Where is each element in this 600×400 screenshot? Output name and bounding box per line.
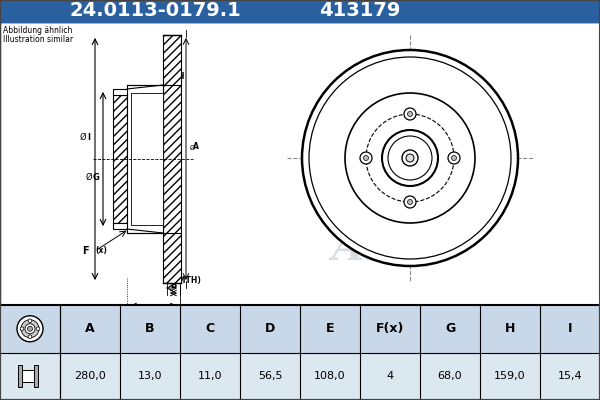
Text: C (MTH): C (MTH) (166, 276, 201, 285)
Circle shape (20, 327, 24, 330)
Circle shape (28, 335, 32, 338)
Text: Ø: Ø (80, 132, 86, 142)
Text: Ø: Ø (86, 172, 92, 182)
Text: Ø: Ø (175, 74, 179, 80)
Text: F: F (82, 246, 89, 256)
Text: Illustration similar: Illustration similar (3, 35, 73, 44)
Bar (113, 89, 141, 95)
Text: E: E (169, 94, 175, 103)
Bar (0, 305, 600, 400)
Bar (113, 223, 141, 229)
Circle shape (406, 154, 414, 162)
Circle shape (407, 200, 413, 204)
Bar (131, 93, 163, 225)
Text: C: C (205, 322, 215, 335)
Bar (34, 365, 38, 387)
Text: 15,4: 15,4 (557, 371, 583, 381)
Circle shape (345, 93, 475, 223)
Text: 413179: 413179 (319, 2, 401, 20)
Bar (113, 95, 127, 223)
Bar (60, 352, 600, 400)
Circle shape (36, 327, 40, 330)
Circle shape (21, 320, 39, 338)
Text: D: D (265, 322, 275, 335)
Text: A: A (193, 142, 199, 151)
Text: F(x): F(x) (376, 322, 404, 335)
Text: I: I (88, 132, 91, 142)
Circle shape (17, 316, 43, 342)
Text: E: E (326, 322, 334, 335)
Bar (0, 22, 600, 305)
Text: Ø: Ø (166, 97, 172, 103)
Circle shape (364, 156, 368, 160)
Bar (22, 370, 34, 382)
Text: I: I (568, 322, 572, 335)
Text: Abbildung ähnlich: Abbildung ähnlich (3, 26, 73, 35)
Text: G: G (445, 322, 455, 335)
Text: 108,0: 108,0 (314, 371, 346, 381)
Text: 13,0: 13,0 (138, 371, 162, 381)
Circle shape (388, 136, 432, 180)
Circle shape (448, 152, 460, 164)
Circle shape (382, 130, 438, 186)
Text: ®: ® (392, 245, 404, 258)
Circle shape (302, 50, 518, 266)
Text: B: B (170, 281, 176, 290)
Text: G: G (92, 172, 100, 182)
Text: A: A (85, 322, 95, 335)
Text: 4: 4 (386, 371, 394, 381)
Bar (0, 305, 600, 400)
Bar (0, 352, 60, 400)
Text: Ate: Ate (331, 227, 409, 269)
Text: B: B (145, 322, 155, 335)
Text: 68,0: 68,0 (437, 371, 463, 381)
Text: 280,0: 280,0 (74, 371, 106, 381)
Circle shape (407, 112, 413, 116)
Circle shape (404, 108, 416, 120)
Circle shape (28, 319, 32, 322)
Circle shape (404, 196, 416, 208)
Circle shape (28, 326, 32, 331)
Circle shape (309, 57, 511, 259)
Circle shape (402, 150, 418, 166)
Text: 11,0: 11,0 (198, 371, 222, 381)
Circle shape (25, 324, 35, 334)
Bar (18, 365, 22, 387)
Bar (0, 305, 60, 352)
Text: H: H (505, 322, 515, 335)
Text: 159,0: 159,0 (494, 371, 526, 381)
Circle shape (366, 114, 454, 202)
Text: 24.0113-0179.1: 24.0113-0179.1 (69, 2, 241, 20)
Text: Ø: Ø (190, 145, 194, 151)
Bar (0, 0, 600, 22)
Text: (x): (x) (95, 246, 107, 256)
Bar (127, 85, 163, 233)
Bar (163, 35, 181, 283)
Circle shape (452, 156, 457, 160)
Circle shape (360, 152, 372, 164)
Text: 56,5: 56,5 (258, 371, 282, 381)
Bar (60, 305, 600, 352)
Text: D: D (130, 308, 137, 317)
Text: H: H (178, 72, 184, 80)
